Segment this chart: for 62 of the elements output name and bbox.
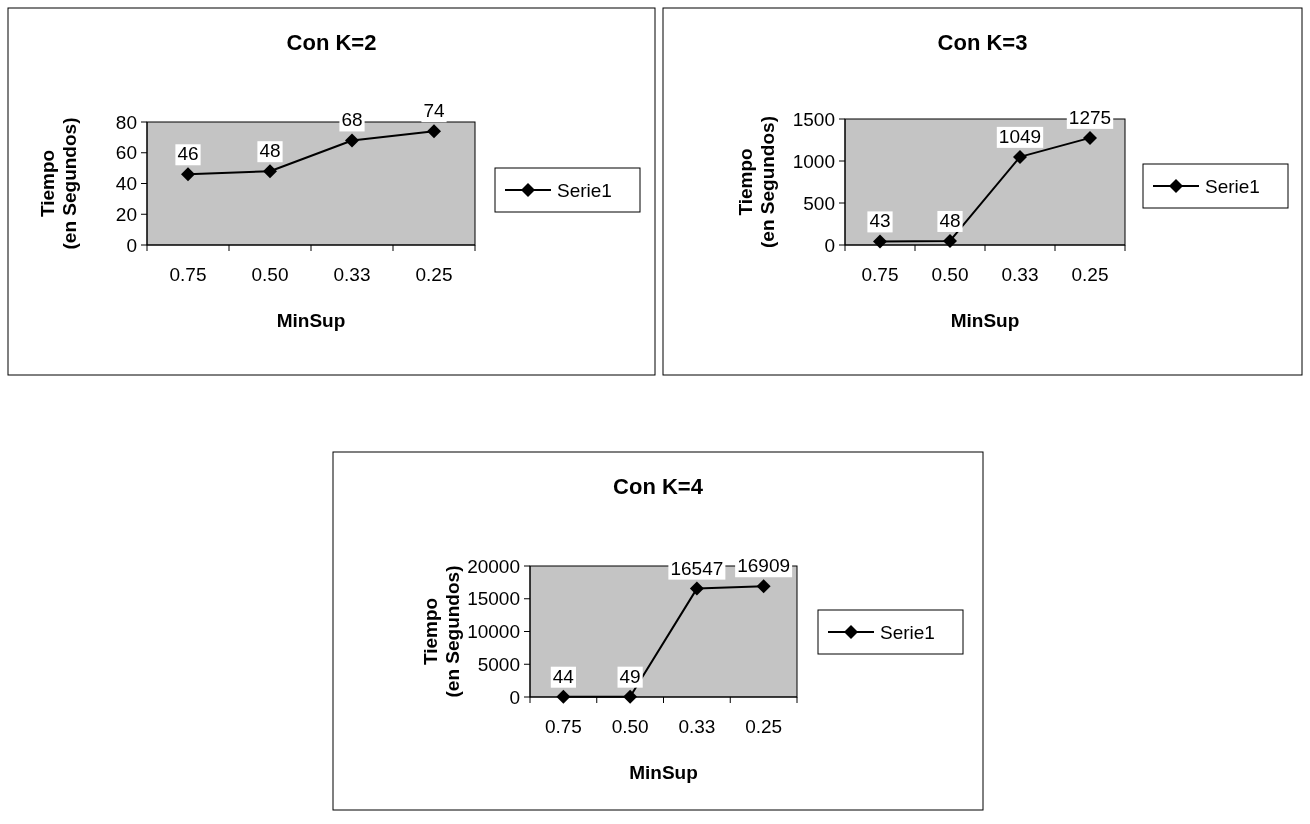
chart-title: Con K=4 — [613, 474, 704, 499]
chart-title: Con K=2 — [286, 30, 377, 55]
y-tick-label: 5000 — [477, 653, 520, 675]
x-tick-label: 0.25 — [415, 264, 453, 285]
data-label: 48 — [939, 209, 961, 231]
x-axis-title: MinSup — [950, 310, 1020, 331]
point — [943, 233, 957, 248]
point — [756, 579, 771, 594]
x-tick-label: 0.33 — [1001, 264, 1039, 285]
y-tick-label: 15000 — [467, 588, 520, 610]
data-label: 1275 — [1068, 106, 1112, 128]
data-label: 16909 — [737, 555, 791, 577]
x-axis-title: MinSup — [629, 762, 698, 783]
point — [345, 133, 359, 148]
x-axis-title: MinSup — [276, 310, 346, 331]
y-tick-label: 80 — [115, 111, 137, 133]
y-axis-title: Tiempo (en Segundos) — [734, 116, 779, 248]
point — [263, 164, 277, 179]
x-tick-label: 0.25 — [1071, 264, 1109, 285]
y-tick-label: 1000 — [792, 150, 835, 172]
x-tick-label: 0.75 — [544, 716, 582, 737]
x-tick-label: 0.25 — [745, 716, 783, 737]
point — [1083, 130, 1097, 145]
data-label: 43 — [869, 210, 891, 232]
point — [556, 689, 571, 704]
y-tick-label: 1500 — [792, 108, 835, 130]
y-tick-label: 0 — [509, 686, 520, 708]
data-label: 49 — [619, 665, 641, 687]
data-label: 74 — [423, 100, 445, 122]
y-axis-title: Tiempo (en Segundos) — [36, 117, 81, 250]
data-label: 48 — [259, 140, 281, 162]
x-tick-label: 0.33 — [678, 716, 716, 737]
legend-label: Serie1 — [880, 621, 935, 643]
y-tick-label: 20 — [115, 203, 137, 225]
legend-label: Serie1 — [557, 179, 612, 201]
y-axis-title: Tiempo (en Segundos) — [419, 565, 464, 698]
chart-title: Con K=3 — [937, 30, 1028, 55]
x-tick-label: 0.33 — [333, 264, 371, 285]
y-tick-label: 60 — [115, 142, 137, 164]
data-label: 44 — [552, 665, 575, 687]
data-label: 1049 — [998, 125, 1042, 147]
data-label: 16547 — [670, 557, 724, 579]
y-tick-label: 0 — [126, 234, 137, 256]
y-tick-label: 10000 — [467, 621, 520, 643]
x-tick-label: 0.50 — [611, 716, 649, 737]
point — [427, 124, 441, 139]
x-tick-label: 0.50 — [931, 264, 969, 285]
point — [181, 167, 195, 182]
x-tick-label: 0.75 — [169, 264, 207, 285]
x-tick-label: 0.75 — [861, 264, 899, 285]
y-tick-label: 20000 — [467, 555, 520, 577]
y-tick-label: 500 — [803, 192, 835, 214]
y-tick-label: 40 — [115, 173, 137, 195]
point — [623, 689, 638, 704]
x-tick-label: 0.50 — [251, 264, 289, 285]
point — [689, 581, 704, 596]
point — [873, 234, 887, 249]
data-label: 46 — [177, 143, 199, 165]
y-tick-label: 0 — [824, 234, 835, 256]
legend-label: Serie1 — [1205, 175, 1260, 197]
data-label: 68 — [341, 109, 363, 131]
point — [1013, 149, 1027, 164]
